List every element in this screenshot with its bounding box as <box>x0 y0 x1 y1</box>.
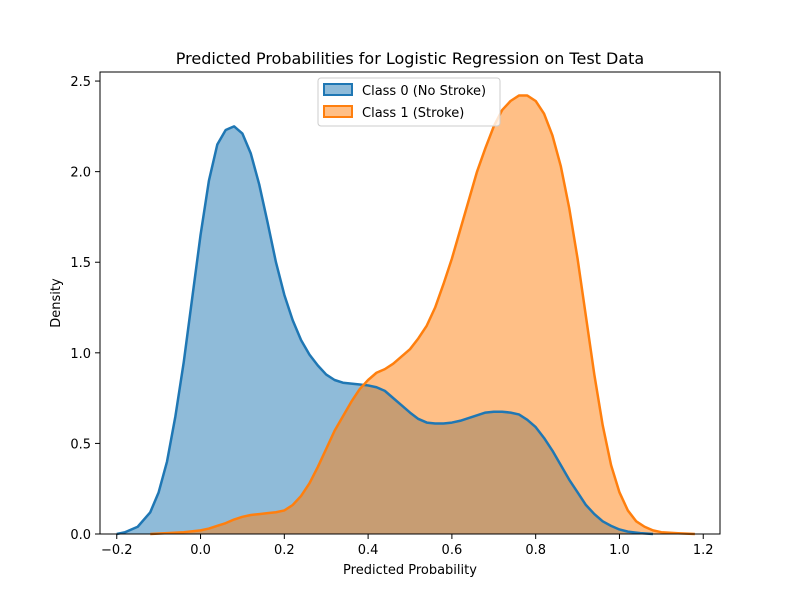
legend-label-class-1: Class 1 (Stroke) <box>362 106 464 121</box>
y-tick-label: 2.5 <box>70 75 91 90</box>
x-tick-label: 1.2 <box>693 543 714 558</box>
y-axis-ticks: 0.0 0.5 1.0 1.5 2.0 2.5 <box>70 75 100 543</box>
density-areas <box>116 95 695 535</box>
legend: Class 0 (No Stroke) Class 1 (Stroke) <box>317 77 501 127</box>
chart-title: Predicted Probabilities for Logistic Reg… <box>176 49 644 68</box>
x-axis-label: Predicted Probability <box>343 563 477 578</box>
x-tick-label: −0.2 <box>101 543 133 558</box>
density-line-class-0 <box>116 125 654 536</box>
density-area-class-1 <box>150 95 695 535</box>
x-tick-label: 0.2 <box>274 543 295 558</box>
x-tick-label: 0.0 <box>190 543 211 558</box>
x-tick-label: 0.8 <box>525 543 546 558</box>
y-tick-label: 1.0 <box>70 347 91 362</box>
x-tick-label: 0.6 <box>442 543 463 558</box>
x-tick-label: 1.0 <box>609 543 630 558</box>
plot-frame <box>99 71 721 535</box>
legend-label-class-0: Class 0 (No Stroke) <box>362 84 486 99</box>
x-axis-ticks: −0.2 0.0 0.2 0.4 0.6 0.8 1.0 1.2 <box>101 534 714 558</box>
y-tick-label: 1.5 <box>70 256 91 271</box>
legend-swatch-class-1 <box>323 105 353 118</box>
x-tick-label: 0.4 <box>358 543 379 558</box>
y-tick-label: 0.5 <box>70 437 91 452</box>
density-lines <box>116 94 695 536</box>
density-line-class-1 <box>150 94 695 536</box>
legend-swatch-class-0 <box>323 83 353 96</box>
y-axis-label: Density <box>49 278 64 328</box>
y-tick-label: 2.0 <box>70 166 91 181</box>
y-tick-label: 0.0 <box>70 528 91 543</box>
legend-box <box>317 77 501 127</box>
